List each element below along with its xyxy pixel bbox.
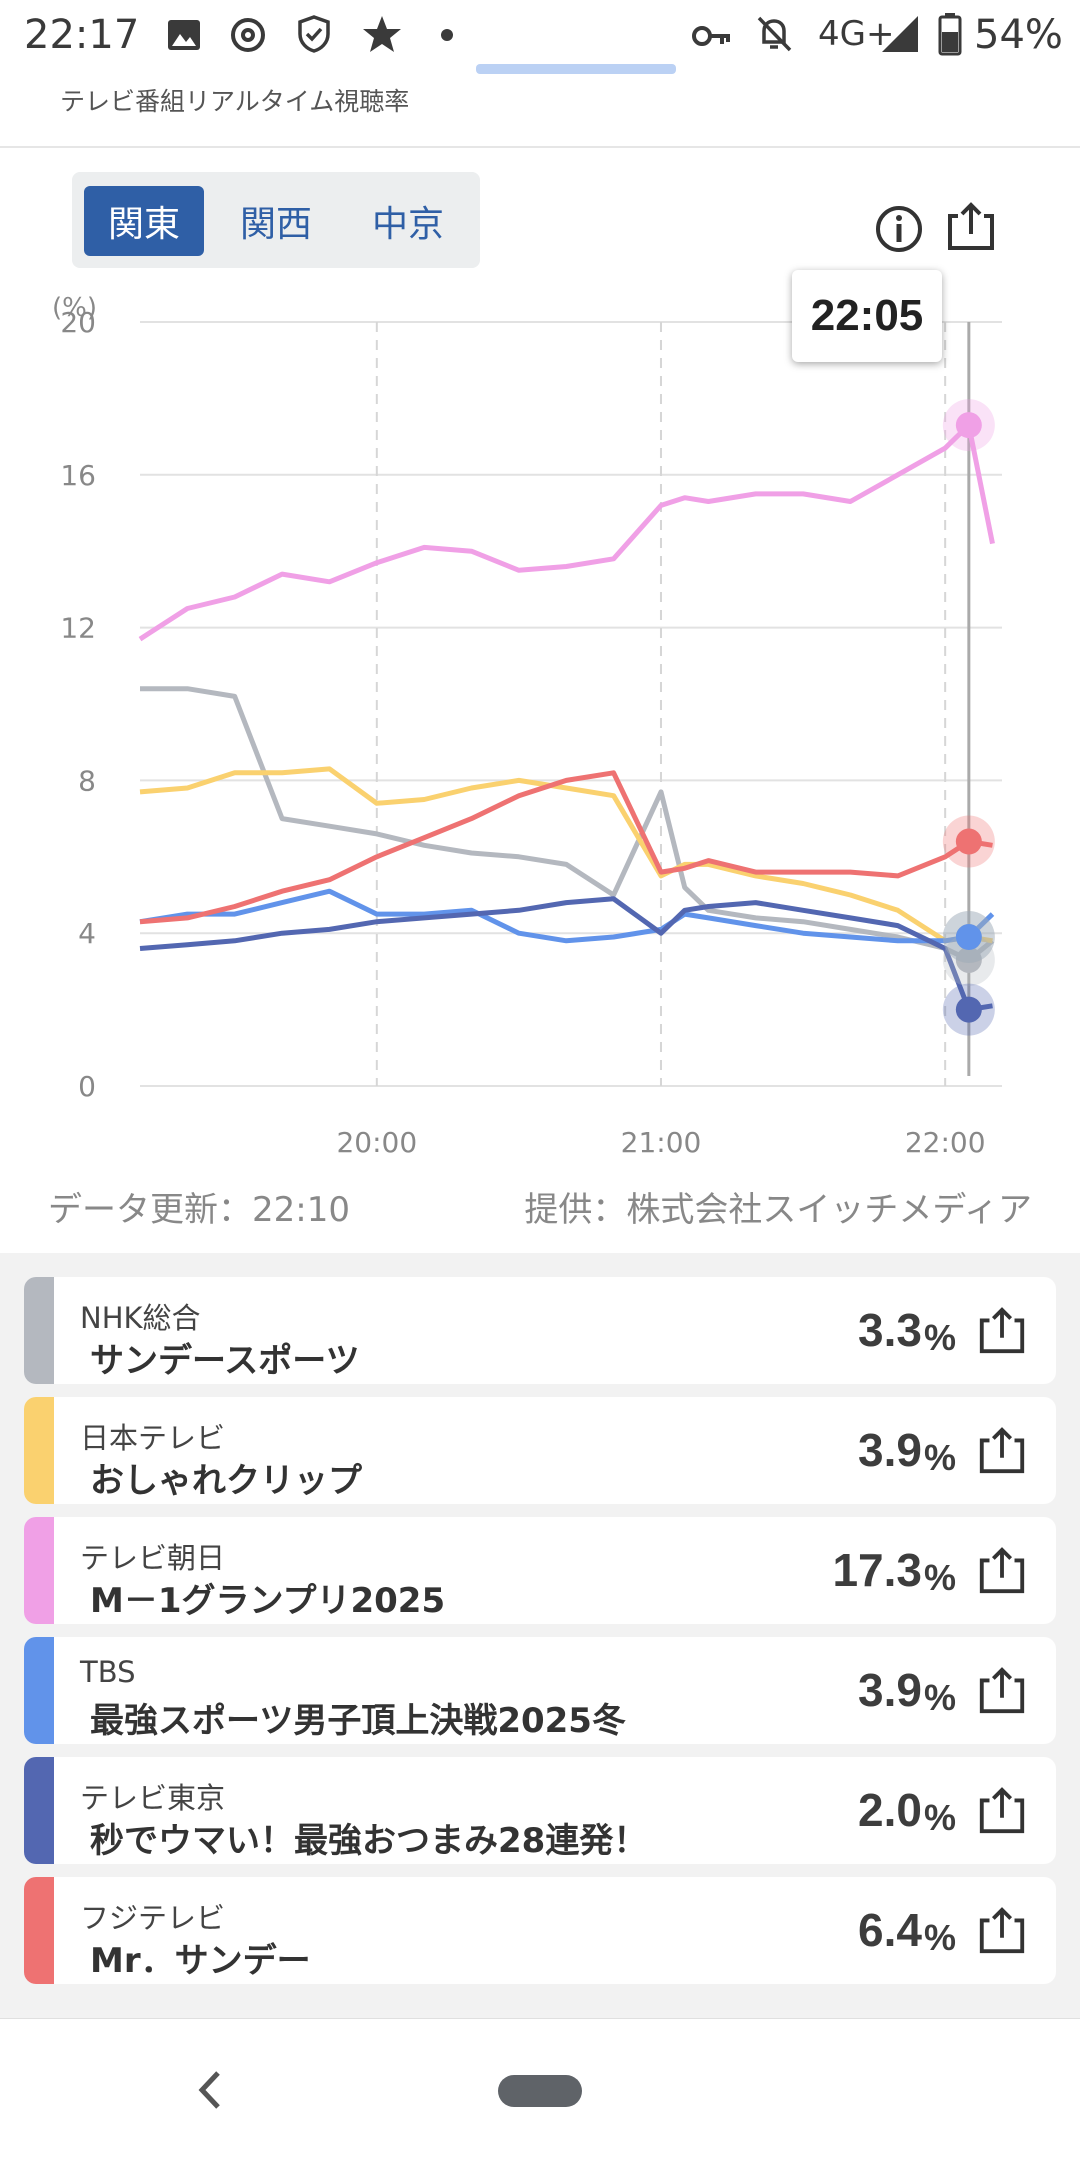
status-time: 22:17 bbox=[24, 12, 140, 58]
x-tick-label: 20:00 bbox=[336, 1126, 417, 1159]
channel-color-stripe bbox=[24, 1397, 54, 1504]
channel-name: TBS bbox=[80, 1655, 136, 1689]
home-pill[interactable] bbox=[498, 2075, 582, 2107]
y-tick-label: 8 bbox=[78, 764, 96, 797]
program-card-tvasahi[interactable]: テレビ朝日 M－1グランプリ2025 17.3 % bbox=[24, 1517, 1056, 1624]
share-icon[interactable] bbox=[976, 1545, 1028, 1597]
rating-value: 2.0 bbox=[858, 1784, 922, 1836]
rating-unit: % bbox=[923, 1917, 956, 1958]
rating-unit: % bbox=[923, 1677, 956, 1718]
channel-name: テレビ朝日 bbox=[80, 1541, 226, 1575]
series-line-ntv bbox=[139, 766, 993, 944]
x-tick-label: 21:00 bbox=[621, 1126, 702, 1159]
channel-name: フジテレビ bbox=[80, 1901, 226, 1935]
share-icon[interactable] bbox=[976, 1665, 1028, 1717]
image-icon bbox=[168, 20, 200, 50]
program-title: おしゃれクリップ bbox=[90, 1461, 362, 1501]
series-line-fuji bbox=[139, 770, 993, 925]
channel-name: 日本テレビ bbox=[80, 1421, 226, 1455]
y-tick-label: 4 bbox=[78, 917, 96, 950]
data-updated: データ更新：22:10 bbox=[48, 1190, 350, 1230]
program-card-ntv[interactable]: 日本テレビ おしゃれクリップ 3.9 % bbox=[24, 1397, 1056, 1504]
rating-value: 3.3 bbox=[858, 1304, 922, 1356]
share-icon[interactable] bbox=[976, 1905, 1028, 1957]
rating-unit: % bbox=[923, 1437, 956, 1478]
highlight-point-tvasahi bbox=[955, 412, 982, 439]
highlight-point-fuji bbox=[955, 828, 982, 855]
info-icon[interactable] bbox=[874, 204, 924, 254]
program-card-fuji[interactable]: フジテレビ Mr．サンデー 6.4 % bbox=[24, 1877, 1056, 1984]
tab-kansai[interactable]: 関西 bbox=[239, 204, 312, 245]
tab-kanto[interactable]: 関東 bbox=[84, 186, 204, 256]
tab-chukyo[interactable]: 中京 bbox=[371, 204, 444, 245]
battery-icon bbox=[938, 13, 962, 56]
share-icon[interactable] bbox=[976, 1785, 1028, 1837]
program-card-tbs[interactable]: TBS 最強スポーツ男子頂上決戦2025冬 3.9 % bbox=[24, 1637, 1056, 1744]
highlight-point-nhk bbox=[955, 946, 982, 973]
program-title: M－1グランプリ2025 bbox=[90, 1581, 446, 1621]
back-icon[interactable] bbox=[190, 2065, 230, 2115]
channel-color-stripe bbox=[24, 1877, 54, 1984]
series-line-nhk bbox=[140, 686, 995, 963]
header-link-cutoff[interactable] bbox=[476, 64, 676, 76]
y-axis-label: (%) bbox=[52, 293, 97, 323]
program-title: サンデースポーツ bbox=[90, 1341, 360, 1381]
y-tick-label: 16 bbox=[60, 459, 96, 492]
y-tick-label: 0 bbox=[78, 1070, 96, 1103]
program-card-tvtokyo[interactable]: テレビ東京 秒でウマい！最強おつまみ28連発！ 2.0 % bbox=[24, 1757, 1056, 1864]
x-tick-label: 22:00 bbox=[905, 1126, 986, 1159]
key-icon bbox=[692, 26, 730, 46]
rating-value: 17.3 bbox=[832, 1544, 922, 1596]
channel-name: テレビ東京 bbox=[80, 1781, 226, 1815]
program-title: 秒でウマい！最強おつまみ28連発！ bbox=[90, 1821, 648, 1861]
y-tick-label: 12 bbox=[60, 612, 96, 645]
network-type: 4G+ bbox=[818, 14, 895, 54]
app-subtitle: テレビ番組リアルタイム視聴率 bbox=[60, 87, 410, 116]
rating-unit: % bbox=[923, 1317, 956, 1358]
system-nav-bar bbox=[0, 2018, 1080, 2161]
status-bar: 22:17 4G+ 54% bbox=[0, 0, 1080, 72]
data-provider: 提供：株式会社スイッチメディア bbox=[524, 1190, 1032, 1230]
region-tabs: 関東 関西 中京 bbox=[72, 172, 480, 268]
shield-icon bbox=[298, 15, 330, 53]
share-icon[interactable] bbox=[976, 1305, 1028, 1357]
rating-value: 3.9 bbox=[858, 1664, 922, 1716]
channel-name: NHK総合 bbox=[80, 1301, 201, 1335]
chart-tooltip: 22:05 bbox=[792, 270, 942, 362]
program-title: Mr．サンデー bbox=[90, 1941, 311, 1981]
rating-unit: % bbox=[923, 1797, 956, 1838]
chart-share-icon[interactable] bbox=[944, 200, 998, 254]
dot-icon bbox=[441, 29, 453, 41]
rating-value: 6.4 bbox=[858, 1904, 922, 1956]
signal-icon bbox=[882, 16, 918, 52]
battery-percent: 54% bbox=[974, 12, 1063, 58]
channel-color-stripe bbox=[24, 1637, 54, 1744]
rating-value: 3.9 bbox=[858, 1424, 922, 1476]
series-line-tvtokyo bbox=[139, 896, 993, 1013]
program-list: NHK総合 サンデースポーツ 3.3 % 日本テレビ おしゃれクリップ 3.9 … bbox=[0, 1253, 1080, 2018]
bell-off-icon bbox=[757, 16, 792, 52]
channel-color-stripe bbox=[24, 1277, 54, 1384]
series-line-tvasahi bbox=[138, 422, 995, 642]
rating-unit: % bbox=[923, 1557, 956, 1598]
channel-color-stripe bbox=[24, 1757, 54, 1864]
share-icon[interactable] bbox=[976, 1425, 1028, 1477]
ratings-chart[interactable]: 0 4 8 12 16 20(%) 20:00 21:00 22:00 bbox=[0, 280, 1080, 1180]
program-card-nhk[interactable]: NHK総合 サンデースポーツ 3.3 % bbox=[24, 1277, 1056, 1384]
channel-color-stripe bbox=[24, 1517, 54, 1624]
app-header: テレビ番組リアルタイム視聴率 bbox=[0, 64, 1080, 148]
highlight-point-tvtokyo bbox=[955, 996, 982, 1023]
threads-icon bbox=[231, 18, 265, 52]
program-title: 最強スポーツ男子頂上決戦2025冬 bbox=[90, 1701, 626, 1741]
series-line-tbs bbox=[139, 888, 995, 944]
highlight-point-tbs bbox=[955, 924, 982, 951]
y-tick-label: 20 bbox=[60, 306, 96, 339]
star-icon bbox=[363, 16, 401, 52]
